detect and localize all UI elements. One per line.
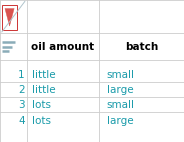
Text: oil amount: oil amount	[31, 41, 95, 52]
Text: lots: lots	[32, 116, 51, 126]
Text: lots: lots	[32, 100, 51, 110]
Text: small: small	[107, 100, 135, 110]
Text: 2: 2	[18, 85, 25, 95]
FancyBboxPatch shape	[2, 5, 17, 30]
Text: large: large	[107, 116, 133, 126]
Text: little: little	[32, 85, 56, 95]
Text: small: small	[107, 70, 135, 80]
Text: little: little	[32, 70, 56, 80]
Text: 1: 1	[18, 70, 25, 80]
Text: batch: batch	[125, 41, 158, 52]
Polygon shape	[5, 9, 14, 26]
Text: 4: 4	[18, 116, 25, 126]
Text: 3: 3	[18, 100, 25, 110]
Text: large: large	[107, 85, 133, 95]
